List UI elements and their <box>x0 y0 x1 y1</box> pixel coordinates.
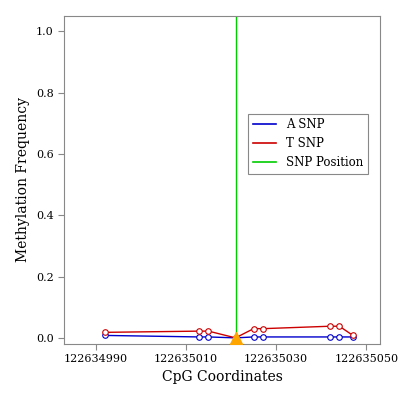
Legend: A SNP, T SNP, SNP Position: A SNP, T SNP, SNP Position <box>248 114 368 174</box>
X-axis label: CpG Coordinates: CpG Coordinates <box>162 370 282 384</box>
Y-axis label: Methylation Frequency: Methylation Frequency <box>16 98 30 262</box>
